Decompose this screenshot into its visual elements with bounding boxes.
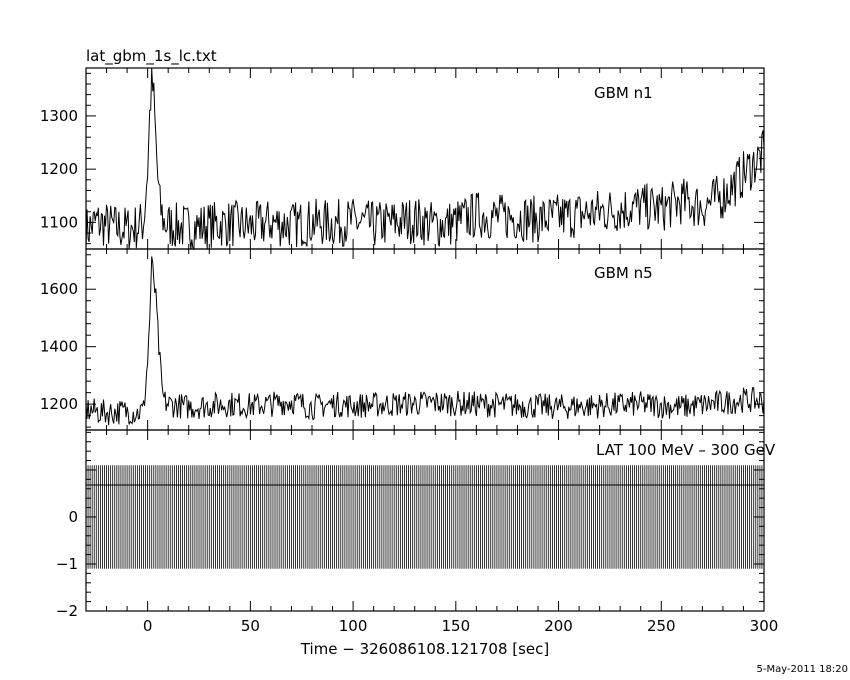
lat-ytick-label: −2: [56, 602, 78, 620]
panel-gbm-n5-ticks: [85, 249, 765, 430]
lat-ytick-label: 0: [68, 508, 78, 526]
gbm-n1-series-line: [85, 67, 765, 251]
lat-bin-lines: [85, 465, 765, 569]
gbm-n5-ytick-label: 1400: [40, 338, 78, 356]
panel-lat: −2 −1 0 0 50 100 150 200 250 300 LAT 100 MeV – 3…: [56, 429, 778, 635]
xtick-label: 250: [647, 617, 676, 635]
footer-date: 5-May-2011 18:20: [756, 664, 848, 675]
xtick-label: 200: [544, 617, 573, 635]
gbm-n1-ytick-label: 1100: [40, 213, 78, 231]
panel-gbm-n5: 1200 1400 1600 GBM n5: [40, 248, 765, 431]
xtick-label: 0: [143, 617, 153, 635]
panel-gbm-n1-ytick-labels: 1100 1200 1300: [40, 107, 78, 231]
gbm-n5-series-label: GBM n5: [594, 264, 653, 282]
gbm-n5-ytick-label: 1600: [40, 280, 78, 298]
gbm-n1-series-label: GBM n1: [594, 84, 653, 102]
gbm-n1-ytick-label: 1200: [40, 160, 78, 178]
gbm-n5-series-line: [85, 256, 765, 426]
gbm-n1-ytick-label: 1300: [40, 107, 78, 125]
xtick-label: 150: [441, 617, 470, 635]
panel-lat-frame: [85, 429, 765, 612]
xtick-label: 300: [750, 617, 779, 635]
panel-gbm-n5-ytick-labels: 1200 1400 1600: [40, 280, 78, 413]
lat-ytick-label: −1: [56, 555, 78, 573]
panel-gbm-n1-ticks: [85, 68, 765, 249]
panel-lat-ytick-labels: −2 −1 0: [56, 508, 78, 620]
xtick-label: 50: [241, 617, 260, 635]
xtick-label: 100: [339, 617, 368, 635]
panel-gbm-n5-frame: [85, 248, 765, 431]
x-axis-tick-labels: 0 50 100 150 200 250 300: [143, 617, 778, 635]
lat-series-label: LAT 100 MeV – 300 GeV: [596, 441, 776, 459]
chart-title: lat_gbm_1s_lc.txt: [86, 47, 217, 66]
x-axis-label: Time − 326086108.121708 [sec]: [300, 640, 550, 658]
gbm-n5-ytick-label: 1200: [40, 395, 78, 413]
panel-gbm-n1: 1100 1200 1300 GBM n1: [40, 67, 765, 251]
